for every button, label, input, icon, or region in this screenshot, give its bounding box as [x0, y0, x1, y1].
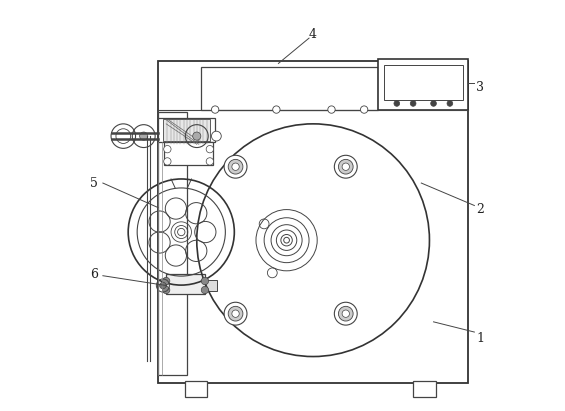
Text: 6: 6	[90, 268, 98, 282]
Bar	[201, 67, 379, 110]
Circle shape	[201, 286, 208, 294]
Circle shape	[273, 106, 280, 113]
Circle shape	[394, 101, 399, 106]
Circle shape	[224, 302, 247, 325]
Circle shape	[267, 268, 277, 278]
Circle shape	[334, 155, 357, 178]
Circle shape	[163, 277, 170, 285]
Text: 5: 5	[90, 177, 98, 189]
Circle shape	[410, 101, 416, 106]
Circle shape	[164, 158, 171, 165]
Text: 4: 4	[309, 28, 317, 41]
Text: 1: 1	[476, 332, 485, 345]
Circle shape	[206, 158, 214, 165]
Circle shape	[228, 306, 243, 321]
Circle shape	[211, 131, 221, 141]
Circle shape	[334, 302, 357, 325]
Circle shape	[228, 159, 243, 174]
Bar	[163, 119, 210, 141]
Circle shape	[338, 159, 353, 174]
Text: 3: 3	[476, 81, 485, 94]
Circle shape	[193, 132, 201, 140]
Circle shape	[447, 101, 453, 106]
Circle shape	[259, 219, 269, 229]
Bar	[384, 65, 463, 100]
Bar	[158, 112, 188, 375]
Bar	[205, 280, 217, 291]
Circle shape	[160, 282, 166, 289]
Circle shape	[328, 106, 335, 113]
Circle shape	[431, 101, 436, 106]
Bar	[158, 60, 468, 383]
Bar	[158, 118, 215, 142]
Circle shape	[224, 155, 247, 178]
Bar	[413, 381, 436, 397]
Circle shape	[232, 163, 239, 171]
Circle shape	[206, 145, 214, 153]
Circle shape	[338, 306, 353, 321]
Bar	[164, 142, 213, 165]
Circle shape	[360, 106, 368, 113]
Circle shape	[201, 277, 208, 285]
Circle shape	[342, 310, 349, 317]
Circle shape	[163, 286, 170, 294]
Bar	[379, 58, 468, 110]
Circle shape	[140, 132, 148, 140]
Bar	[166, 275, 205, 294]
Text: 2: 2	[476, 203, 484, 216]
Bar	[185, 381, 207, 397]
Circle shape	[211, 106, 219, 113]
Circle shape	[232, 310, 239, 317]
Circle shape	[342, 163, 349, 171]
Circle shape	[164, 145, 171, 153]
